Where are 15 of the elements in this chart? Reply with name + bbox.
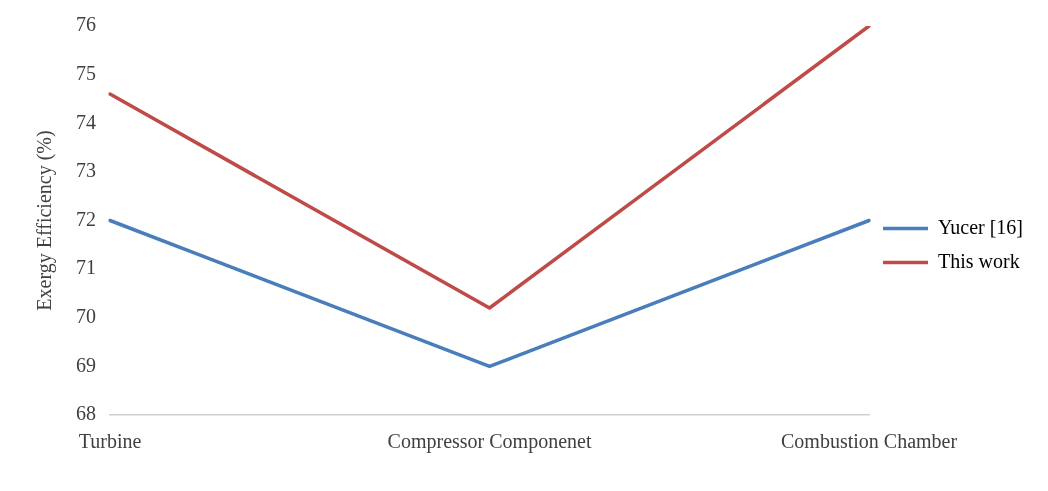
legend-label: Yucer [16]: [938, 215, 1024, 238]
x-tick-label: Combustion Chamber: [780, 430, 958, 453]
x-tick-label: Turbine: [78, 430, 142, 453]
y-tick-label: 76: [76, 13, 96, 36]
x-tick-label: Compressor Componenet: [387, 430, 592, 454]
y-tick-label: 71: [76, 256, 96, 279]
y-axis-title: Exergy Efficiency (%): [33, 130, 57, 311]
y-tick-label: 73: [76, 159, 96, 182]
y-tick-label: 70: [76, 305, 96, 327]
y-tick-label: 72: [76, 207, 96, 230]
y-tick-label: 68: [76, 402, 96, 425]
y-tick-label: 75: [76, 61, 96, 84]
legend-label: This work: [938, 249, 1020, 272]
y-tick-label: 74: [76, 110, 96, 133]
y-tick-label: 69: [76, 353, 96, 376]
